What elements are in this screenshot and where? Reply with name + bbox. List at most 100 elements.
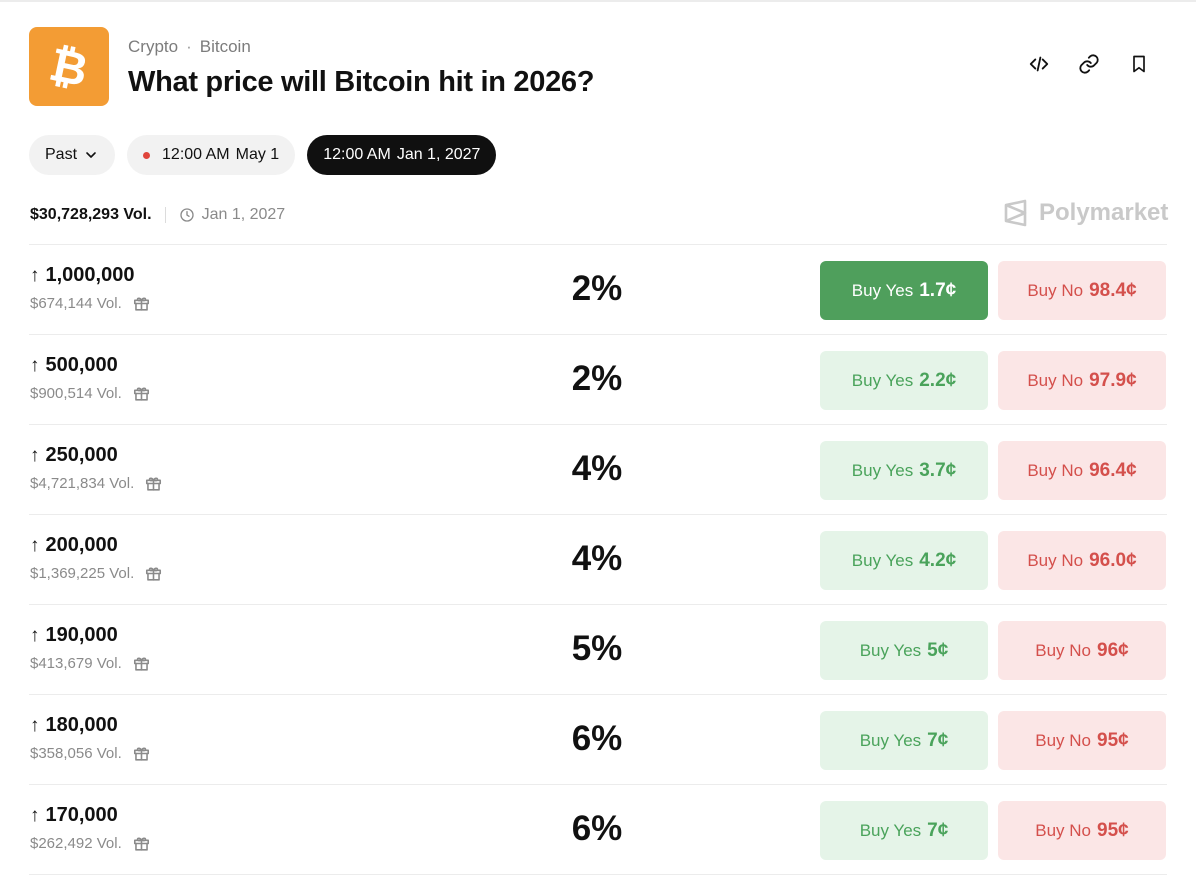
gift-icon[interactable] bbox=[132, 384, 151, 403]
buy-no-label: Buy No bbox=[1027, 280, 1084, 300]
code-embed-icon[interactable] bbox=[1027, 52, 1051, 76]
market-row[interactable]: ↑ 180,000 $358,056 Vol. 6% Buy Yes 7¢ Buy No 95… bbox=[29, 695, 1167, 785]
market-threshold: 500,000 bbox=[45, 354, 118, 376]
market-chance: 5% bbox=[571, 629, 623, 668]
live-dot-icon bbox=[143, 151, 151, 159]
buy-yes-button[interactable]: Buy Yes 5¢ bbox=[820, 621, 988, 680]
market-volume-text: $262,492 Vol. bbox=[30, 835, 122, 852]
buy-no-button[interactable]: Buy No 97.9¢ bbox=[998, 351, 1166, 410]
buy-yes-button[interactable]: Buy Yes 3.7¢ bbox=[820, 441, 988, 500]
market-threshold: 200,000 bbox=[45, 534, 118, 556]
polymarket-brand: Polymarket bbox=[1003, 199, 1168, 227]
market-chance: 4% bbox=[571, 449, 623, 488]
buy-yes-price: 7¢ bbox=[927, 729, 949, 751]
breadcrumb-separator: · bbox=[186, 37, 192, 56]
market-row[interactable]: ↑ 200,000 $1,369,225 Vol. 4% Buy Yes 4.2¢ Buy … bbox=[29, 515, 1167, 605]
end-date: Jan 1, 2027 bbox=[179, 206, 285, 224]
buy-no-label: Buy No bbox=[1035, 730, 1092, 750]
buy-no-button[interactable]: Buy No 98.4¢ bbox=[998, 261, 1166, 320]
buy-yes-label: Buy Yes bbox=[851, 460, 914, 480]
buy-yes-price: 1.7¢ bbox=[919, 279, 957, 301]
buy-yes-button[interactable]: Buy Yes 7¢ bbox=[820, 801, 988, 860]
buy-yes-price: 5¢ bbox=[927, 639, 949, 661]
market-stats: $30,728,293 Vol. Jan 1, 2027 bbox=[30, 206, 285, 224]
market-row[interactable]: ↑ 500,000 $900,514 Vol. 2% Buy Yes 2.2¢ Buy No… bbox=[29, 335, 1167, 425]
market-volume-text: $413,679 Vol. bbox=[30, 655, 122, 672]
market-volume: $358,056 Vol. bbox=[30, 744, 151, 763]
breadcrumb: Crypto · Bitcoin bbox=[128, 37, 251, 57]
stats-divider bbox=[164, 207, 166, 223]
market-name: ↑ 190,000 bbox=[30, 624, 118, 647]
gift-icon[interactable] bbox=[132, 834, 151, 853]
date-pill-may-time: 12:00 AM bbox=[162, 146, 230, 163]
market-chance: 2% bbox=[571, 359, 623, 398]
market-name: ↑ 1,000,000 bbox=[30, 264, 134, 287]
buy-yes-button[interactable]: Buy Yes 4.2¢ bbox=[820, 531, 988, 590]
arrow-up-icon: ↑ bbox=[30, 264, 40, 286]
buy-no-button[interactable]: Buy No 95¢ bbox=[998, 711, 1166, 770]
buy-yes-button[interactable]: Buy Yes 7¢ bbox=[820, 711, 988, 770]
market-name: ↑ 180,000 bbox=[30, 714, 118, 737]
buy-no-label: Buy No bbox=[1027, 460, 1084, 480]
date-pill-may[interactable]: 12:00 AM May 1 bbox=[127, 135, 296, 175]
market-threshold: 180,000 bbox=[45, 714, 118, 736]
market-chance: 4% bbox=[571, 539, 623, 578]
link-icon[interactable] bbox=[1077, 52, 1101, 76]
arrow-up-icon: ↑ bbox=[30, 534, 40, 556]
breadcrumb-subcategory[interactable]: Bitcoin bbox=[199, 37, 251, 56]
market-volume: $262,492 Vol. bbox=[30, 834, 151, 853]
gift-icon[interactable] bbox=[144, 564, 163, 583]
buy-yes-button[interactable]: Buy Yes 2.2¢ bbox=[820, 351, 988, 410]
buy-no-button[interactable]: Buy No 95¢ bbox=[998, 801, 1166, 860]
market-volume: $674,144 Vol. bbox=[30, 294, 151, 313]
buy-no-button[interactable]: Buy No 96.0¢ bbox=[998, 531, 1166, 590]
buy-yes-price: 2.2¢ bbox=[919, 369, 957, 391]
buy-yes-label: Buy Yes bbox=[851, 550, 914, 570]
market-name: ↑ 500,000 bbox=[30, 354, 118, 377]
buy-yes-label: Buy Yes bbox=[859, 730, 922, 750]
date-pill-jan[interactable]: 12:00 AM Jan 1, 2027 bbox=[307, 135, 497, 175]
buy-yes-label: Buy Yes bbox=[859, 640, 922, 660]
gift-icon[interactable] bbox=[132, 294, 151, 313]
buy-yes-price: 3.7¢ bbox=[919, 459, 957, 481]
market-name: ↑ 170,000 bbox=[30, 804, 118, 827]
arrow-up-icon: ↑ bbox=[30, 624, 40, 646]
gift-icon[interactable] bbox=[132, 744, 151, 763]
market-name: ↑ 250,000 bbox=[30, 444, 118, 467]
buy-no-button[interactable]: Buy No 96¢ bbox=[998, 621, 1166, 680]
buy-yes-button[interactable]: Buy Yes 1.7¢ bbox=[820, 261, 988, 320]
market-row[interactable]: ↑ 190,000 $413,679 Vol. 5% Buy Yes 5¢ Buy No 96… bbox=[29, 605, 1167, 695]
market-threshold: 170,000 bbox=[45, 804, 118, 826]
gift-icon[interactable] bbox=[132, 654, 151, 673]
buy-no-button[interactable]: Buy No 96.4¢ bbox=[998, 441, 1166, 500]
market-row[interactable]: ↑ 1,000,000 $674,144 Vol. 2% Buy Yes 1.7¢ Buy … bbox=[29, 245, 1167, 335]
clock-icon bbox=[179, 208, 194, 222]
market-threshold: 250,000 bbox=[45, 444, 118, 466]
market-row[interactable]: ↑ 250,000 $4,721,834 Vol. 4% Buy Yes 3.7¢ Buy … bbox=[29, 425, 1167, 515]
breadcrumb-category[interactable]: Crypto bbox=[128, 37, 179, 56]
market-threshold: 1,000,000 bbox=[45, 264, 135, 286]
buy-yes-label: Buy Yes bbox=[859, 820, 922, 840]
buy-yes-label: Buy Yes bbox=[851, 280, 914, 300]
past-label: Past bbox=[45, 146, 78, 163]
buy-yes-price: 4.2¢ bbox=[919, 549, 957, 571]
market-volume-text: $1,369,225 Vol. bbox=[30, 565, 135, 582]
market-chance: 6% bbox=[571, 809, 623, 848]
market-volume: $900,514 Vol. bbox=[30, 384, 151, 403]
bookmark-icon[interactable] bbox=[1127, 52, 1151, 76]
buy-no-label: Buy No bbox=[1035, 820, 1092, 840]
market-volume-text: $358,056 Vol. bbox=[30, 745, 122, 762]
market-chance: 6% bbox=[571, 719, 623, 758]
chevron-down-icon bbox=[86, 152, 96, 158]
buy-no-label: Buy No bbox=[1035, 640, 1092, 660]
market-volume-text: $674,144 Vol. bbox=[30, 295, 122, 312]
bitcoin-logo: ₿ bbox=[29, 27, 109, 106]
market-volume-text: $900,514 Vol. bbox=[30, 385, 122, 402]
date-pill-jan-time: 12:00 AM bbox=[323, 146, 391, 163]
total-volume: $30,728,293 Vol. bbox=[30, 206, 152, 223]
gift-icon[interactable] bbox=[144, 474, 163, 493]
past-dropdown[interactable]: Past bbox=[29, 135, 116, 175]
market-row[interactable]: ↑ 170,000 $262,492 Vol. 6% Buy Yes 7¢ Buy No 95… bbox=[29, 785, 1167, 875]
date-pill-may-date: May 1 bbox=[235, 146, 280, 163]
header-actions bbox=[1027, 52, 1151, 76]
